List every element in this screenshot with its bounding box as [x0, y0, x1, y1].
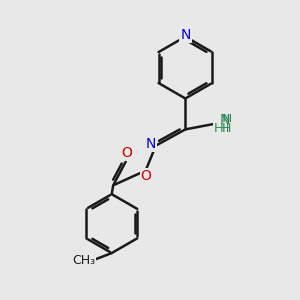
Text: N: N: [219, 113, 230, 127]
Text: H: H: [220, 122, 229, 135]
Text: O: O: [141, 169, 152, 184]
Text: N: N: [146, 136, 156, 151]
Text: H: H: [214, 122, 223, 135]
Text: N: N: [221, 113, 232, 127]
Text: O: O: [121, 146, 132, 160]
Text: N: N: [220, 112, 231, 126]
Text: H: H: [221, 123, 230, 136]
Text: H: H: [222, 122, 231, 135]
Text: CH₃: CH₃: [72, 254, 95, 267]
Text: N: N: [180, 28, 190, 42]
